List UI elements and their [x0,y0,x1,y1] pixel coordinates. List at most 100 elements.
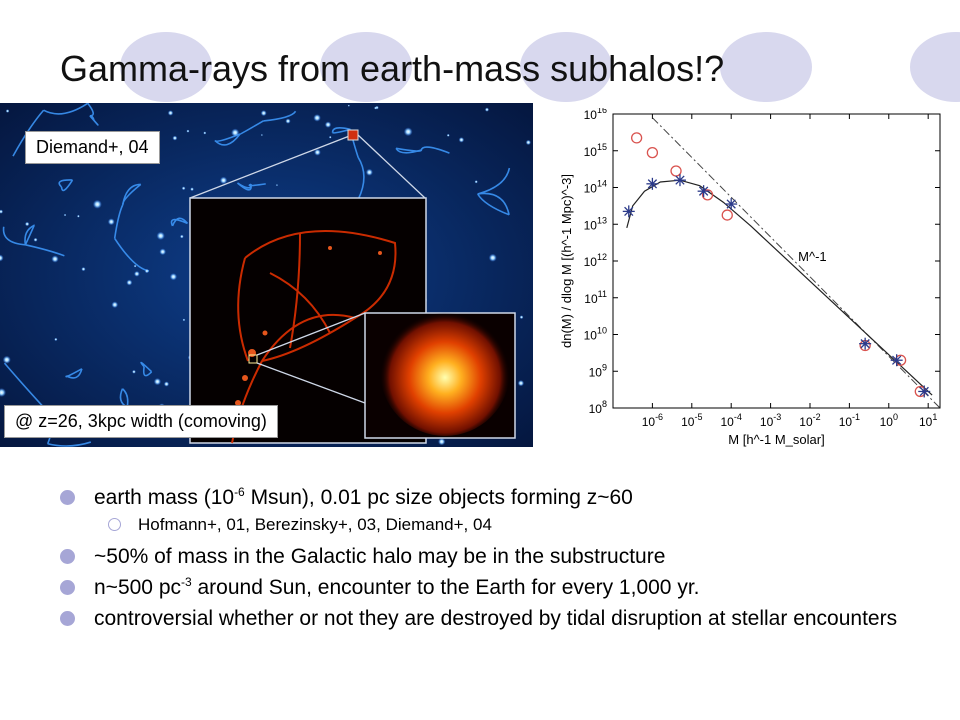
filament [395,147,423,152]
halo-knot [403,127,413,137]
halo-knot [0,254,4,262]
filament [239,120,264,135]
mass-function-chart: 108 109 1010 1011 1012 1013 1014 1015 1016 10-6 10… [548,105,948,468]
halo-knot [77,214,80,218]
filament [477,167,511,195]
filament [65,368,83,378]
filament [357,156,365,200]
filament [87,103,94,117]
filament [3,362,43,406]
halo-knot [186,129,190,133]
filament [214,133,241,146]
bullet-text: earth mass (10 [94,486,235,509]
x-tick-label: 10-6 [642,412,663,429]
sim-caption-label: @ z=26, 3kpc width (comoving) [4,405,278,438]
bullet-text: controversial whether or not they are de… [94,607,898,630]
halo-knot [156,231,165,241]
halo-knot [51,255,59,263]
filament [25,244,65,257]
halo-knot [5,109,10,113]
halo-knot [446,133,450,137]
x-tick-label: 10-4 [721,412,742,429]
halo-knot [219,176,228,185]
decor-circle [910,32,960,102]
filament [420,146,450,154]
data-point-asterisk [725,198,738,211]
data-point-asterisk [859,337,872,350]
halo-knot [167,110,174,116]
filament [237,182,252,189]
bullet-earth-mass: earth mass (10-6 Msun), 0.01 pc size obj… [60,485,940,510]
y-tick-label: 1013 [584,215,607,232]
halo-knot [159,248,167,256]
halo-knot [313,114,321,122]
halo-knot [260,134,263,137]
halo-knot [438,437,446,446]
halo-knot [328,135,332,139]
halo-knot [2,355,11,364]
bullet-text: around Sun, encounter to the Earth for e… [191,576,700,599]
bullet-text: ~50% of mass in the Galactic halo may be… [94,545,666,568]
halo-knot [260,110,267,117]
superscript: -6 [234,485,245,499]
sim-credit-label: Diemand+, 04 [25,131,160,164]
halo-knot [92,199,102,209]
x-tick-label: 10-5 [681,412,702,429]
filament [140,361,153,373]
halo-knot [107,218,115,226]
data-point-circle [646,146,659,159]
decor-circle [520,32,612,102]
halo-knot [163,381,170,387]
bullet-number-density: n~500 pc-3 around Sun, encounter to the … [60,575,940,600]
filament [24,224,35,245]
halo-knot [474,180,478,184]
bullet-dot-icon [60,580,75,595]
halo-knot [488,253,497,262]
halo-knot [519,315,524,320]
chart-svg: 108 109 1010 1011 1012 1013 1014 1015 1016 10-6 10… [559,105,941,447]
halo-knot [190,187,194,192]
x-tick-label: 10-1 [839,412,860,429]
decor-circle [120,32,212,102]
filament [113,204,124,239]
filament [331,127,351,133]
decor-circle [320,32,412,102]
filament [43,103,89,115]
decor-circle [720,32,812,102]
halo-knot [324,121,332,128]
y-tick-label: 1012 [584,252,607,269]
halo-knot [285,118,291,124]
halo-knot [63,213,67,217]
y-tick-label: 1010 [584,326,607,343]
filament [477,192,510,215]
filament [171,217,189,227]
x-tick-label: 100 [880,412,898,429]
bullet-text: Msun), 0.01 pc size objects forming z~60 [244,486,633,509]
halo-knot [365,168,373,176]
slide-title: Gamma-rays from earth-mass subhalos!? [60,48,725,89]
sub-bullet-refs: Hofmann+, 01, Berezinsky+, 03, Diemand+,… [60,514,940,536]
halo-knot [203,131,207,135]
halo-knot [133,270,140,277]
halo-knot [179,234,184,239]
halo-knot [517,380,525,387]
bullet-text: n~500 pc [94,576,181,599]
data-point-asterisk [697,185,710,198]
filament [12,109,45,157]
halo-knot [126,279,133,286]
data-point-asterisk [890,354,903,367]
halo-knot [181,186,186,191]
halo-knot [132,369,136,374]
y-tick-label: 108 [589,399,607,416]
y-tick-label: 1016 [584,108,607,122]
halo-knot [231,128,240,137]
y-tick-label: 109 [589,362,607,379]
halo-knot [314,148,321,156]
annotation-label: M^-1 [798,249,827,264]
halo-knot [133,264,137,268]
filament [142,366,153,377]
data-point-asterisk [673,174,686,187]
halo-knot [33,237,38,242]
bullet-dot-icon [60,611,75,626]
halo-knot [458,137,465,143]
